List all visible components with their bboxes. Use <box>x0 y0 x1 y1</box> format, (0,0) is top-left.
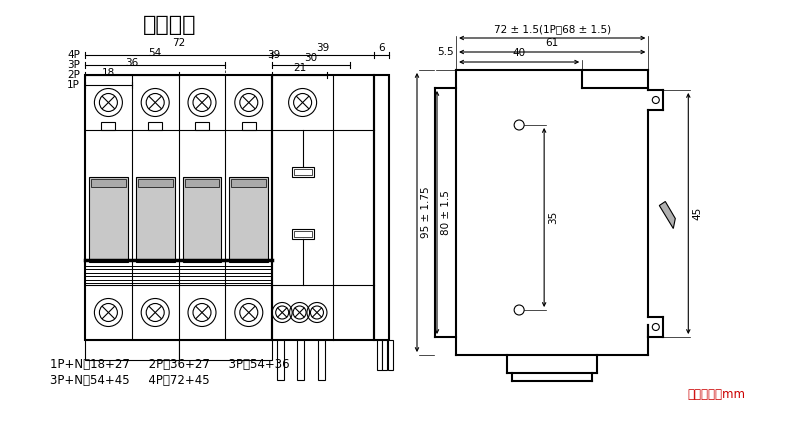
Bar <box>292 228 314 239</box>
Text: 3P: 3P <box>67 60 80 70</box>
Bar <box>85 340 179 360</box>
Bar <box>377 340 382 370</box>
Bar <box>298 340 304 380</box>
Bar <box>85 75 273 340</box>
Text: 2P: 2P <box>67 70 80 80</box>
Text: 35: 35 <box>548 211 559 224</box>
Text: 39: 39 <box>316 43 329 53</box>
Text: 1P+N：18+27     2P：36+27     3P：54+36: 1P+N：18+27 2P：36+27 3P：54+36 <box>50 359 290 372</box>
Text: 30: 30 <box>305 53 318 63</box>
Text: 61: 61 <box>546 38 559 48</box>
Text: 尺寸单位：mm: 尺寸单位：mm <box>687 388 745 402</box>
Text: 18: 18 <box>102 68 115 78</box>
Bar <box>374 75 389 340</box>
Bar <box>242 122 256 130</box>
Bar <box>318 340 325 380</box>
Bar <box>231 178 266 187</box>
Bar <box>149 122 162 130</box>
Bar <box>179 340 273 360</box>
Text: 6: 6 <box>378 43 385 53</box>
Text: 45: 45 <box>692 207 702 220</box>
Polygon shape <box>660 202 675 228</box>
Text: 39: 39 <box>267 50 280 60</box>
Bar <box>89 176 128 262</box>
Text: 80 ± 1.5: 80 ± 1.5 <box>441 190 451 235</box>
Bar <box>388 340 393 370</box>
Text: 1P: 1P <box>67 80 80 90</box>
Text: 5.5: 5.5 <box>437 47 453 57</box>
Text: 72 ± 1.5(1P为68 ± 1.5): 72 ± 1.5(1P为68 ± 1.5) <box>494 24 611 34</box>
Text: 95 ± 1.75: 95 ± 1.75 <box>421 187 431 238</box>
Text: 72: 72 <box>172 38 185 48</box>
Text: 4P: 4P <box>67 50 80 60</box>
Bar <box>136 176 175 262</box>
Bar <box>294 169 311 175</box>
Bar <box>292 166 314 176</box>
Text: 36: 36 <box>125 58 138 68</box>
Text: 54: 54 <box>149 48 162 58</box>
Bar <box>294 230 311 237</box>
Text: 3P+N：54+45     4P：72+45: 3P+N：54+45 4P：72+45 <box>50 374 209 387</box>
Bar <box>229 176 268 262</box>
Bar <box>273 75 374 340</box>
Bar <box>91 178 126 187</box>
Bar <box>277 340 284 380</box>
Bar <box>101 122 115 130</box>
Bar <box>195 122 209 130</box>
Bar <box>185 178 220 187</box>
Bar <box>382 340 387 370</box>
Text: 40: 40 <box>513 48 525 58</box>
Text: 21: 21 <box>293 63 307 73</box>
Text: 安装尺寸: 安装尺寸 <box>143 15 197 35</box>
Bar <box>137 178 172 187</box>
Bar <box>182 176 221 262</box>
